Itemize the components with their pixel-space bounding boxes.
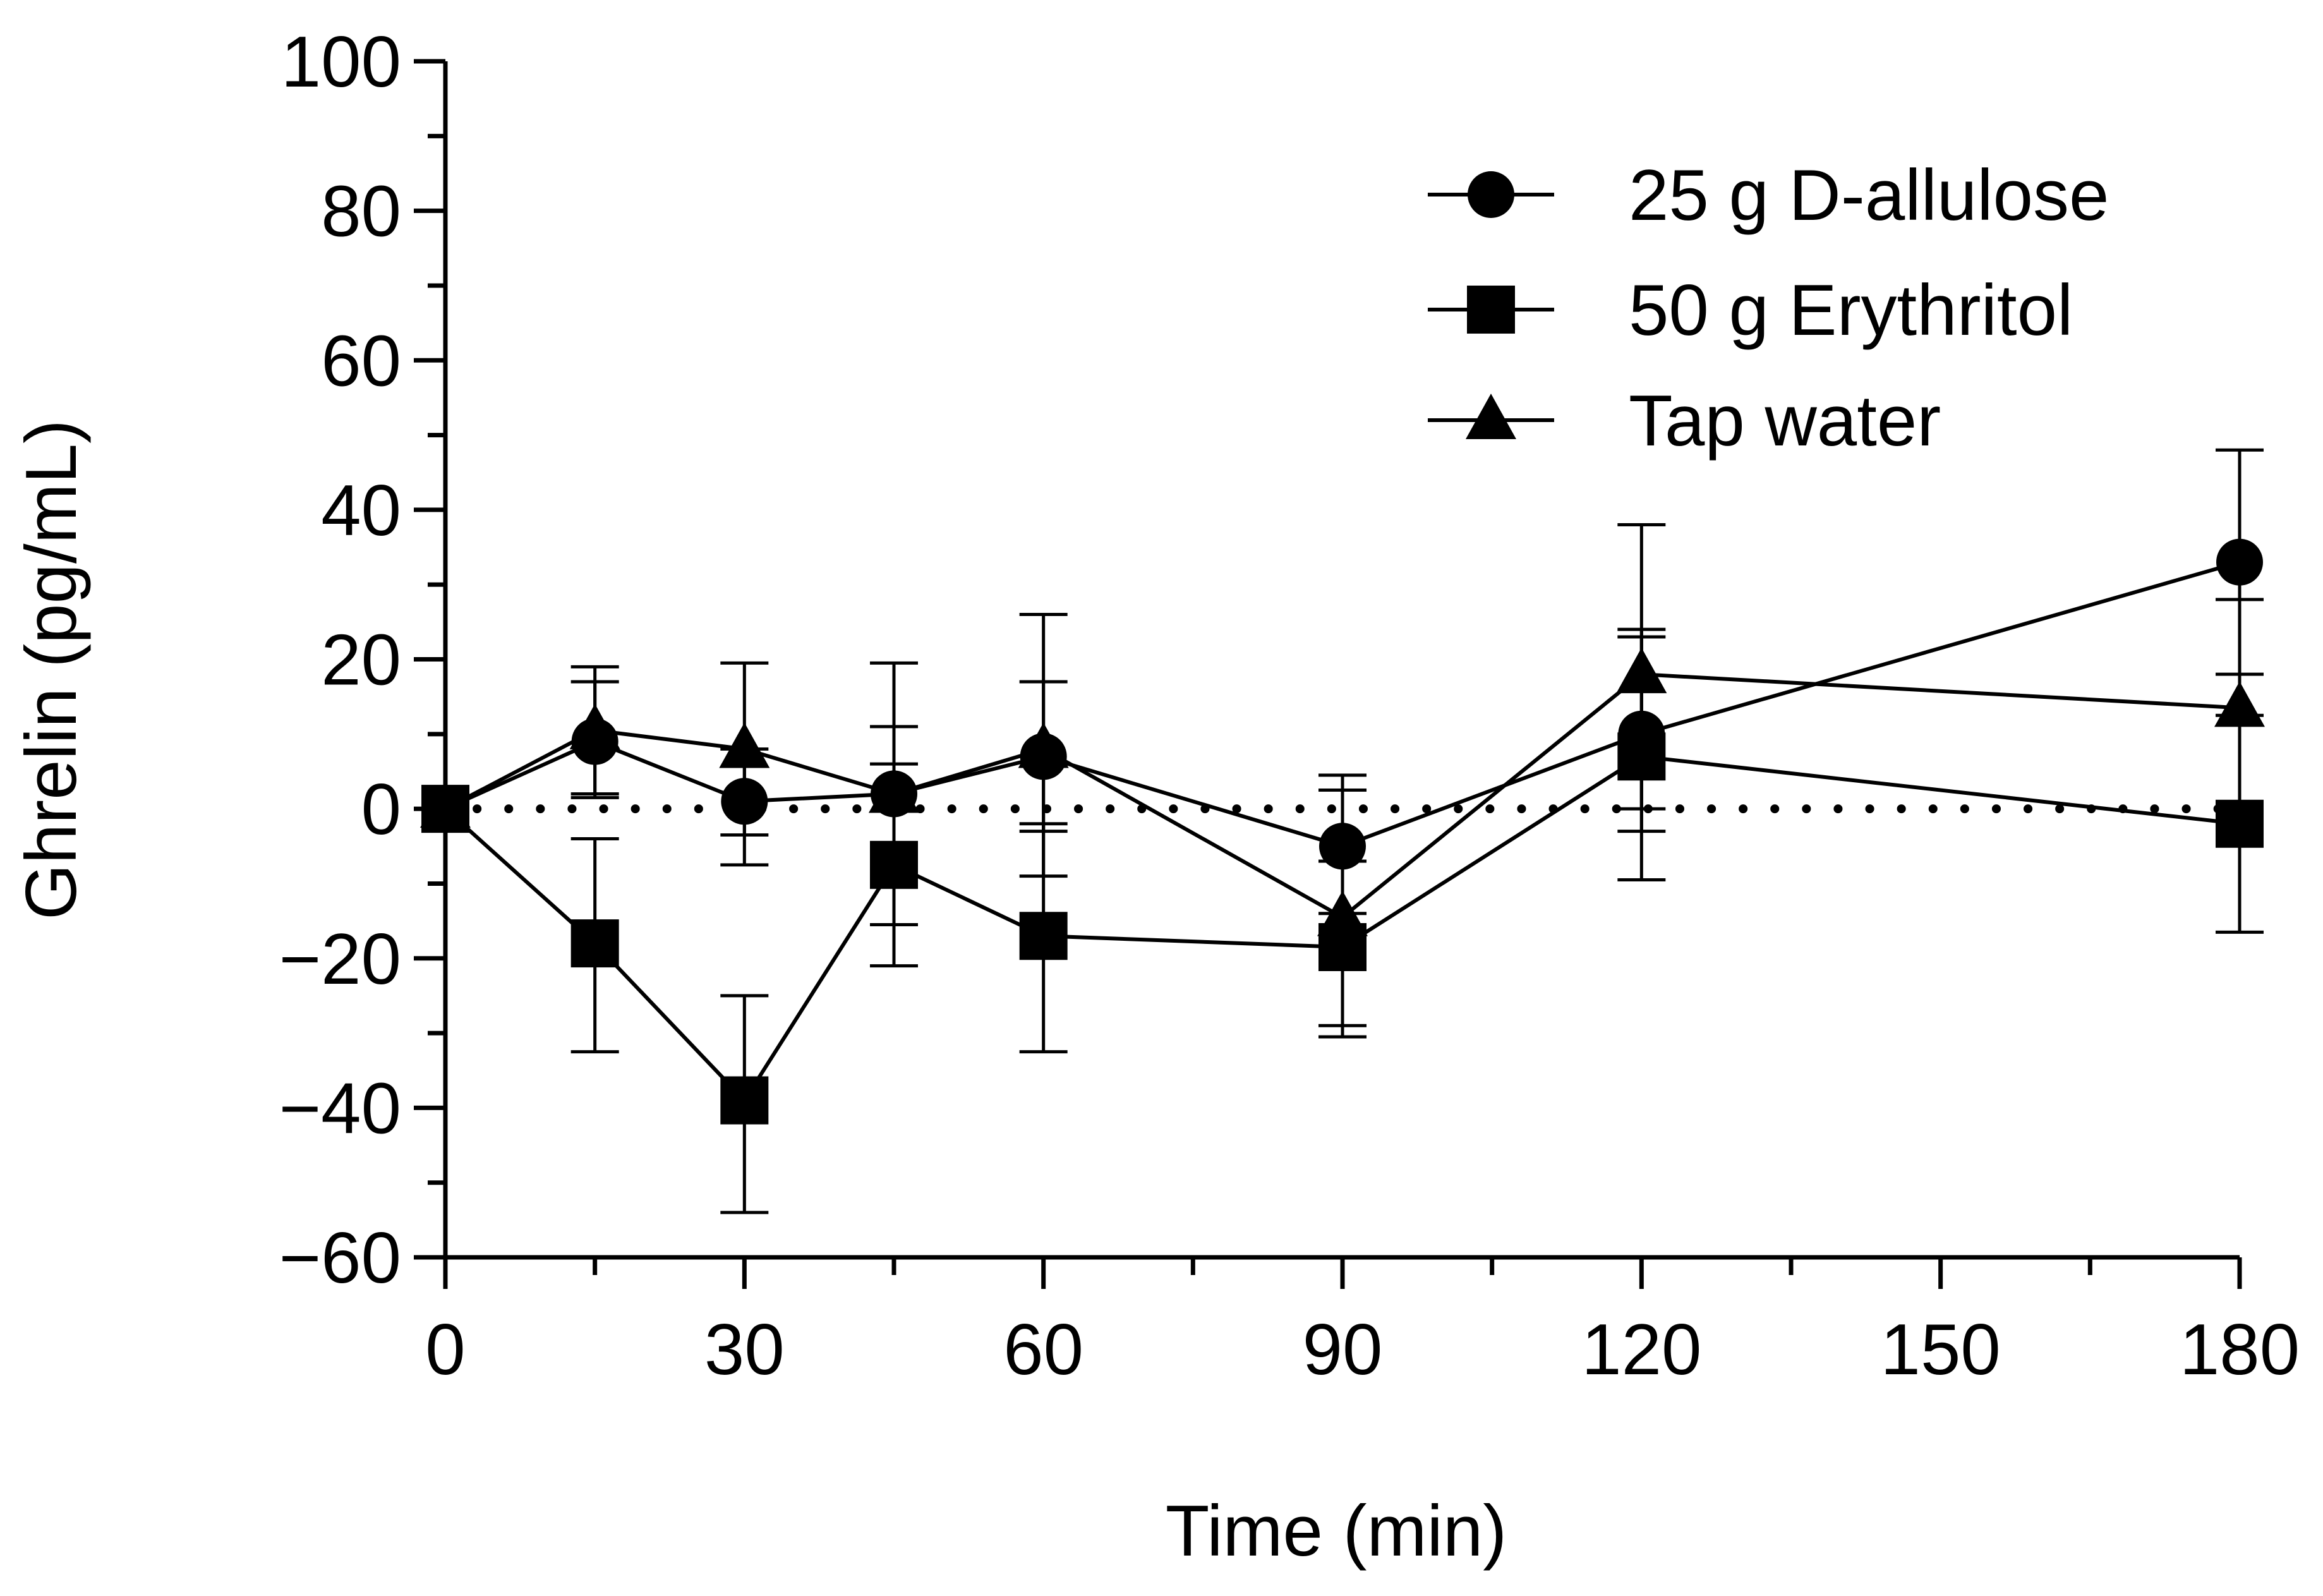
data-point-square [1617,732,1666,781]
y-tick-label: −60 [279,1218,401,1298]
y-axis-title: Ghrelin (pg/mL) [11,420,92,920]
data-point-triangle [719,722,770,768]
series-group [420,448,2265,1214]
series-line-square [443,754,2240,1104]
data-point-triangle [569,703,620,749]
data-point-square [1019,912,1068,960]
x-tick-label: 60 [1003,1310,1083,1390]
data-point-square [2216,799,2264,848]
x-tick-label: 90 [1303,1310,1383,1390]
legend-label-triangle: Tap water [1629,381,1941,461]
data-point-circle [721,778,768,825]
x-tick-label: 30 [704,1310,785,1390]
y-tick-label: 0 [361,770,401,850]
data-point-triangle [420,782,471,828]
y-tick-label: 60 [321,321,401,401]
x-tick-label: 150 [1881,1310,2001,1390]
data-point-square [870,840,918,889]
x-tick-label: 120 [1581,1310,1701,1390]
data-point-triangle [1317,890,1368,936]
legend-marker-square [1467,286,1515,334]
data-point-circle [2216,538,2263,586]
legend: 25 g D-allulose 50 g Erythritol Tap water [1428,155,2109,461]
x-tick-label: 0 [425,1310,465,1390]
axes-group: −60 −40 −20 0 20 40 60 80 100 0 30 60 90 120 150 180 [279,22,2300,1390]
legend-label-circle: 25 g D-allulose [1629,155,2109,236]
data-point-circle [1319,823,1366,870]
data-point-triangle [869,767,919,813]
legend-label-square: 50 g Erythritol [1629,270,2073,351]
y-tick-label: 20 [321,620,401,701]
x-axis-title: Time (min) [1166,1491,1507,1571]
data-point-triangle [2214,681,2265,727]
y-tick-label: 40 [321,471,401,551]
data-point-triangle [1616,648,1667,694]
x-tick-label: 180 [2180,1310,2300,1390]
y-tick-label: −20 [279,919,401,1000]
y-tick-label: −40 [279,1068,401,1149]
legend-marker-circle [1468,171,1514,218]
y-tick-label: 100 [281,22,401,102]
data-point-square [720,1076,769,1125]
data-point-square [570,919,619,968]
y-tick-label: 80 [321,172,401,252]
data-point-triangle [1018,722,1069,768]
series-line-triangle [444,672,2240,920]
series-line-circle [444,560,2240,849]
legend-marker-triangle [1466,394,1516,439]
